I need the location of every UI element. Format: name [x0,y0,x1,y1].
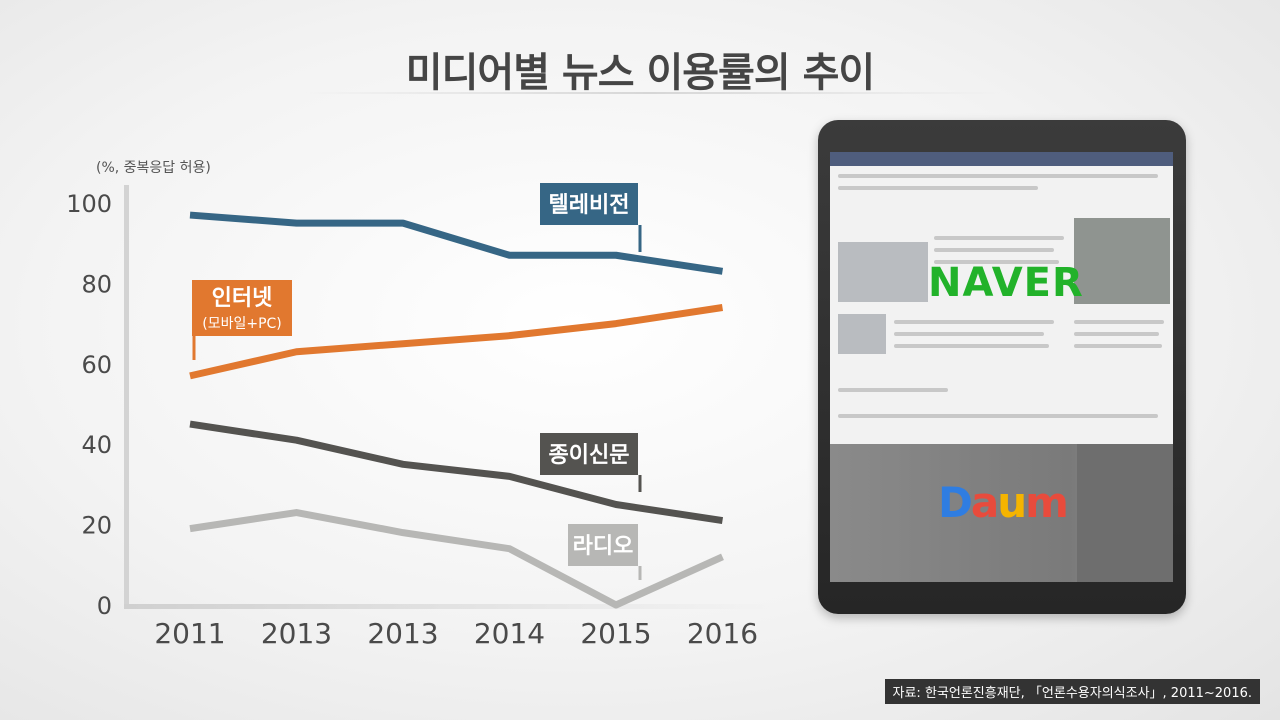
series-line [189,211,724,275]
series-name: 종이신문 [549,443,630,468]
y-tick-label: 80 [81,270,112,298]
y-tick-label: 100 [66,190,112,218]
daum-logo-letter: u [997,478,1027,527]
tablet-screen: NAVER Daum [830,152,1173,582]
daum-logo-letter: a [970,478,999,527]
series-line [189,509,724,609]
y-tick-label: 0 [97,592,112,620]
series-label-box [540,433,638,475]
y-axis-line [124,185,129,609]
daum-logo-letter: D [938,478,973,527]
title-underline [300,92,1000,94]
x-tick-label: 2013 [367,617,438,650]
series-label-box [192,280,292,336]
series-name: 텔레비전 [549,193,630,218]
series-name: 라디오 [573,534,634,559]
source-note: 자료: 한국언론진흥재단, 「언론수용자의식조사」, 2011~2016. [884,679,1260,704]
x-tick-label: 2011 [154,617,225,650]
x-tick-label: 2016 [687,617,758,650]
series-line [189,304,724,380]
x-tick-label: 2013 [261,617,332,650]
daum-logo-letter: m [1025,478,1069,527]
y-tick-label: 20 [81,512,112,540]
series-label-box [540,183,638,225]
x-tick-label: 2015 [580,617,651,650]
line-chart: (%, 중복응답 허용) 0 20 40 60 80 100 2011 2013 2013 20… [66,160,774,650]
daum-logo: Daum [938,478,1069,527]
series-name: 인터넷 [212,286,273,311]
series-line [189,420,724,525]
x-tick-label: 2014 [474,617,545,650]
y-tick-label: 60 [81,351,112,379]
tablet-image: NAVER Daum [818,120,1186,614]
series-sublabel: (모바일+PC) [202,316,282,332]
series-label-box [568,524,638,566]
unit-label: (%, 중복응답 허용) [96,160,211,176]
x-axis-line [124,604,774,609]
naver-logo: NAVER [928,260,1084,306]
chart-title: 미디어별 뉴스 이용률의 추이 [405,50,875,96]
naver-header-bar [830,152,1173,166]
daum-sidebar [1077,444,1173,582]
y-tick-label: 40 [81,431,112,459]
